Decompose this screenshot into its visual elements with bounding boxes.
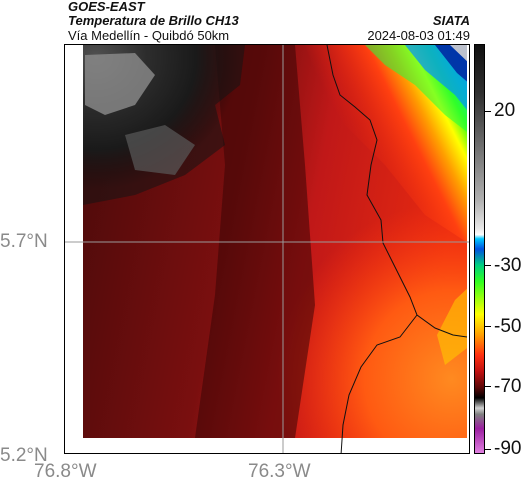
region-subtitle: Vía Medellín - Quibdó 50km	[68, 28, 230, 43]
colorbar-label-minus50: -50	[494, 316, 522, 337]
lon-label-76.8: 76.8°W	[34, 461, 97, 482]
brightness-temperature-map	[64, 44, 470, 454]
agency-label: SIATA	[432, 13, 470, 28]
colorbar-label-minus30: -30	[494, 255, 522, 276]
product-title: Temperatura de Brillo CH13	[68, 13, 239, 28]
colorbar-label-20: 20	[494, 100, 516, 121]
timestamp-label: 2024-08-03 01:49	[367, 28, 470, 43]
lat-label-5.2: 5.2°N	[0, 445, 48, 466]
satellite-title: GOES-EAST	[68, 0, 145, 14]
lon-label-76.3: 76.3°W	[248, 461, 311, 482]
colorbar-label-minus90: -90	[494, 438, 522, 459]
colorbar-label-minus70: -70	[494, 376, 522, 397]
lat-label-5.7: 5.7°N	[0, 231, 48, 252]
colorbar	[474, 44, 485, 454]
border-line	[326, 45, 468, 338]
